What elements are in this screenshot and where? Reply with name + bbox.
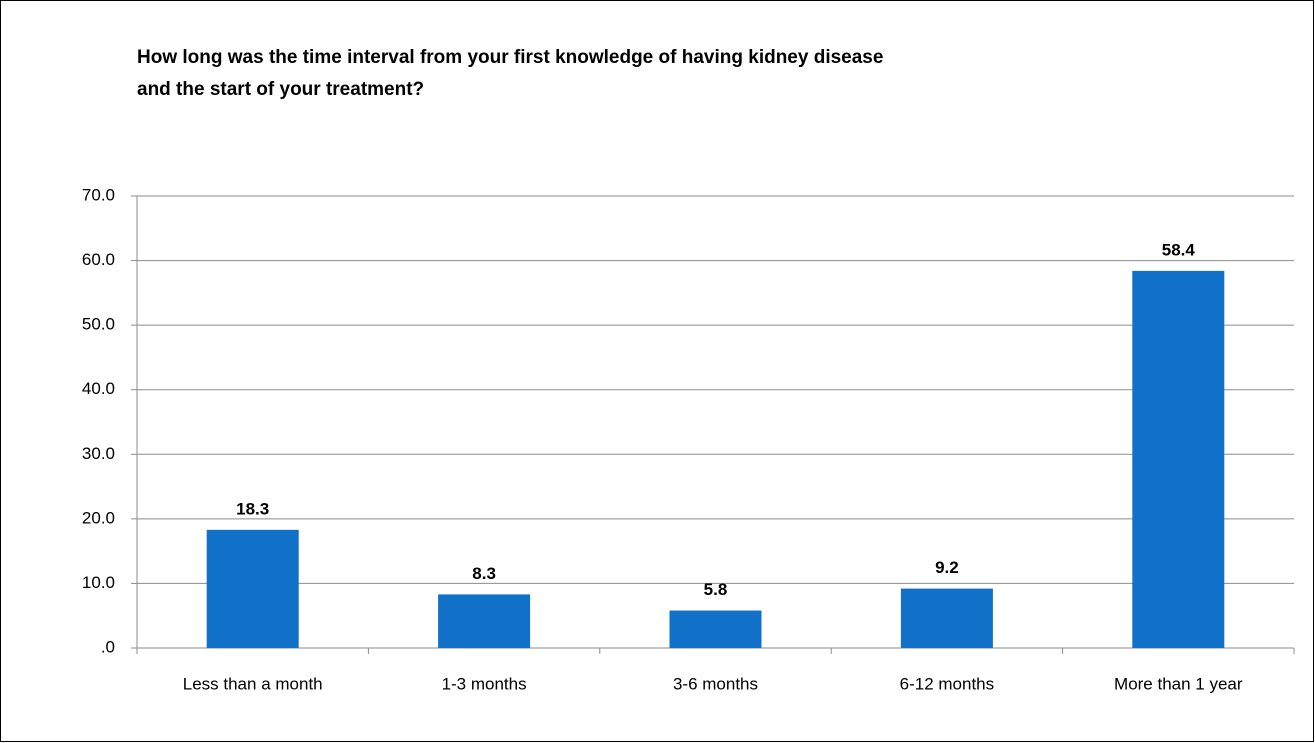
bar [438, 594, 531, 648]
x-tick-label: More than 1 year [1114, 674, 1243, 693]
y-tick-label: 10.0 [82, 573, 115, 592]
data-label: 9.2 [935, 558, 959, 577]
data-label: 8.3 [472, 564, 496, 583]
y-tick-label: 60.0 [82, 250, 115, 269]
y-tick-label: 40.0 [82, 379, 115, 398]
y-tick-label: .0 [101, 637, 115, 656]
y-tick-label: 50.0 [82, 315, 115, 334]
y-tick-label: 30.0 [82, 444, 115, 463]
chart-title: and the start of your treatment? [137, 79, 424, 100]
x-tick-label: 6-12 months [900, 674, 995, 693]
x-tick-label: 1-3 months [442, 674, 527, 693]
data-label: 58.4 [1162, 240, 1196, 259]
x-tick-label: Less than a month [183, 674, 323, 693]
y-tick-label: 20.0 [82, 508, 115, 527]
bar [206, 529, 299, 648]
data-label: 5.8 [704, 580, 728, 599]
bar [669, 610, 762, 648]
bar [1132, 270, 1225, 648]
bar [900, 588, 993, 648]
x-tick-label: 3-6 months [673, 674, 758, 693]
data-label: 18.3 [236, 499, 269, 518]
y-tick-label: 70.0 [82, 185, 115, 204]
chart-title: How long was the time interval from your… [137, 47, 883, 68]
